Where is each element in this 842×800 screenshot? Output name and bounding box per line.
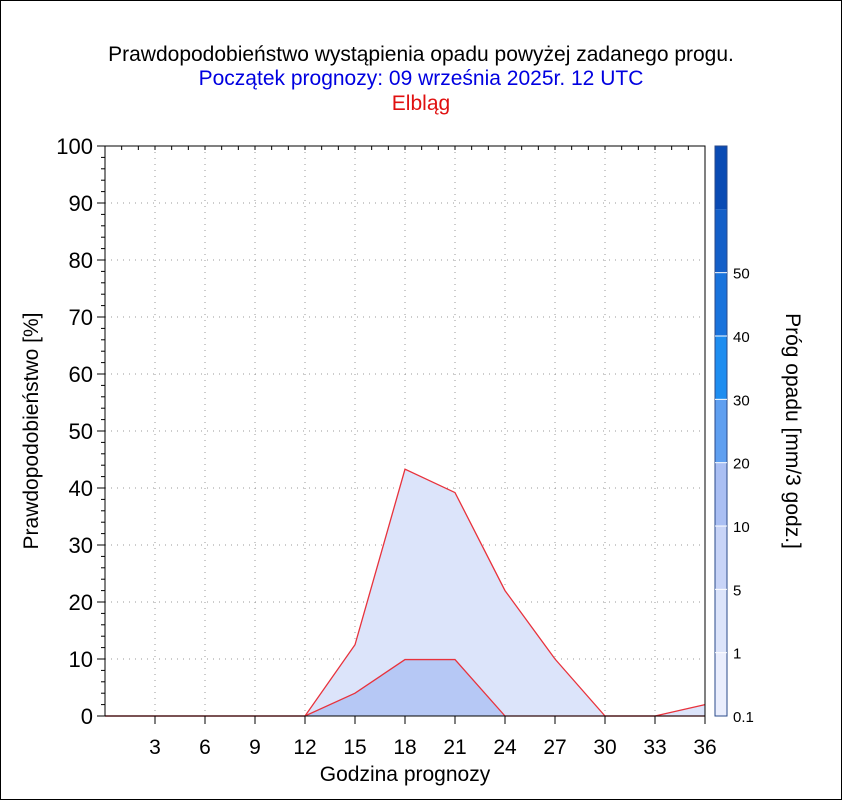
area-threshold-1 (105, 659, 705, 716)
colorbar-band (715, 272, 727, 336)
x-tick-label: 6 (199, 736, 211, 759)
colorbar-band (715, 526, 727, 590)
colorbar-tick-label: 50 (733, 266, 750, 283)
colorbar-tick-label: 0.1 (733, 709, 754, 726)
y-tick-label: 90 (69, 191, 93, 216)
chart-title: Prawdopodobieństwo wystąpienia opadu pow… (108, 43, 734, 66)
area-threshold-0.1 (105, 469, 705, 716)
x-tick-label: 21 (443, 736, 466, 759)
series-areas (105, 468, 706, 717)
colorbar-band (715, 589, 727, 653)
colorbar-frame (714, 145, 728, 717)
colorbar-band (715, 652, 727, 716)
y-tick-label: 50 (69, 419, 93, 444)
y-tick-label: 70 (69, 305, 93, 330)
y-tick-label: 0 (81, 704, 93, 729)
y-axis-label: Prawdopodobieństwo [%] (20, 313, 43, 550)
chart-location: Elbląg (391, 92, 451, 115)
y-tick-label: 30 (69, 533, 93, 558)
y-tick-label: 100 (56, 134, 93, 159)
colorbar-tick-label: 20 (733, 456, 750, 473)
x-tick-label: 18 (393, 736, 416, 759)
colorbar-tick-label: 40 (733, 329, 750, 346)
y-tick-label: 80 (69, 248, 93, 273)
x-tick-label: 3 (149, 736, 161, 759)
x-tick-label: 15 (343, 736, 366, 759)
x-tick-label: 36 (693, 736, 716, 759)
colorbar-band (715, 462, 727, 526)
colorbar-tick-label: 5 (733, 582, 741, 599)
x-tick-label: 12 (293, 736, 316, 759)
x-tick-label: 24 (493, 736, 517, 759)
colorbar-band (715, 146, 727, 210)
x-tick-label: 30 (593, 736, 616, 759)
y-tick-label: 40 (69, 476, 93, 501)
x-tick-label: 9 (249, 736, 261, 759)
x-tick-label: 33 (643, 736, 666, 759)
x-axis-label: Godzina prognozy (320, 763, 491, 786)
colorbar-tick-label: 30 (733, 392, 750, 409)
colorbar: 0.1 1 5 10 20 30 40 50 (714, 145, 754, 726)
colorbar-tick-label: 10 (733, 519, 750, 536)
x-tick-label: 27 (543, 736, 566, 759)
colorbar-band (715, 399, 727, 463)
colorbar-label: Próg opadu [mm/3 godz.] (781, 313, 804, 549)
colorbar-band (715, 336, 727, 400)
chart-subtitle: Początek prognozy: 09 września 2025r. 12… (198, 67, 644, 90)
y-tick-label: 60 (69, 362, 93, 387)
y-tick-label: 10 (69, 647, 93, 672)
colorbar-band (715, 209, 727, 273)
colorbar-tick-label: 1 (733, 646, 741, 663)
y-tick-label: 20 (69, 590, 93, 615)
